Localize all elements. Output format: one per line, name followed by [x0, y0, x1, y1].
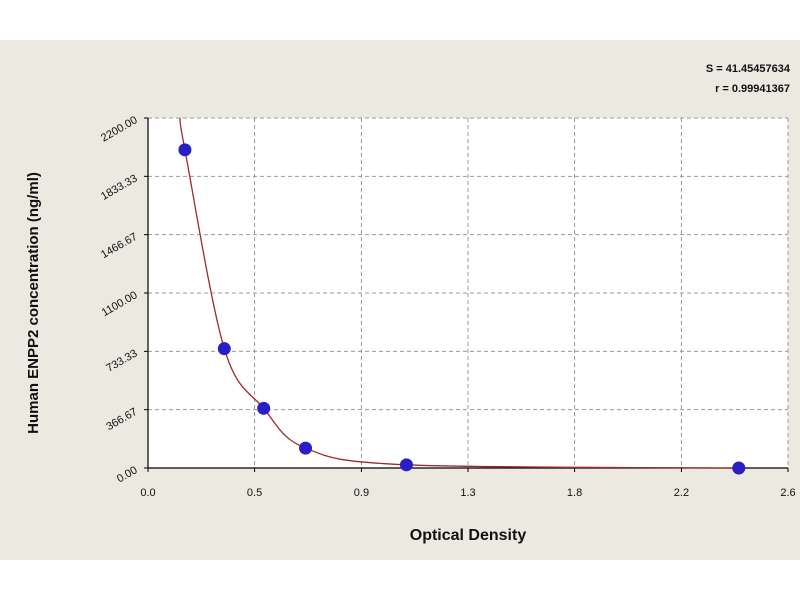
x-tick-label: 0.5	[247, 487, 262, 499]
y-tick-label: 366.67	[104, 406, 139, 433]
r-statistic: r = 0.99941367	[715, 83, 790, 95]
x-tick-labels: 0.0 0.5 0.9 1.3 1.8 2.2 2.6	[140, 468, 796, 499]
x-axis-title: Optical Density	[410, 527, 527, 544]
data-point	[178, 143, 192, 157]
y-tick-label: 733.33	[104, 348, 139, 375]
y-tick-label: 1466.67	[99, 231, 139, 261]
grid-lines	[148, 117, 789, 468]
data-point	[732, 461, 746, 475]
data-point	[257, 401, 271, 415]
x-tick-label: 0.0	[140, 487, 155, 499]
y-tick-label: 0.00	[115, 464, 140, 485]
y-tick-label: 2200.00	[99, 114, 139, 144]
x-tick-label: 0.9	[354, 487, 369, 499]
fit-curve	[179, 117, 739, 469]
y-tick-label: 1100.00	[100, 289, 140, 319]
data-point	[299, 441, 313, 455]
x-tick-label: 2.6	[780, 487, 795, 499]
s-statistic: S = 41.45457634	[706, 63, 791, 75]
data-points	[178, 143, 746, 475]
x-tick-label: 1.8	[567, 487, 582, 499]
x-tick-label: 1.3	[460, 487, 475, 499]
y-tick-labels: 0.00 366.67 733.33 1100.00 1466.67 1833.33 220…	[99, 114, 148, 485]
data-point	[399, 458, 413, 472]
data-point	[217, 342, 231, 356]
y-axis-title: Human ENPP2 concentration (ng/ml)	[25, 172, 42, 434]
x-tick-label: 2.2	[674, 487, 689, 499]
y-tick-label: 1833.33	[99, 173, 139, 203]
